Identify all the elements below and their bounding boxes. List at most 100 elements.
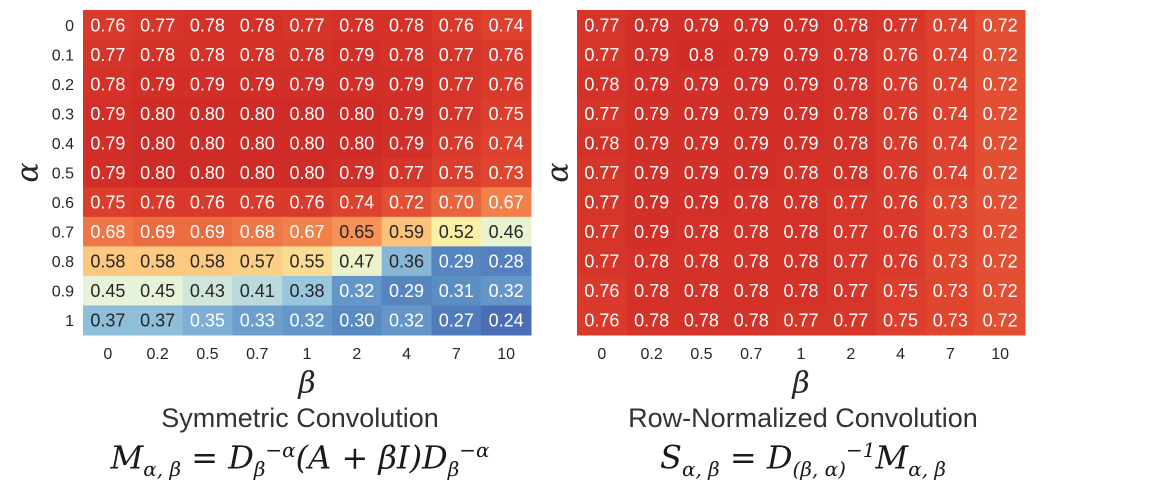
cell-label: 0.77 [389, 163, 424, 183]
x-tick-label: 0.7 [740, 346, 762, 363]
heatmap-cell [726, 98, 777, 129]
heatmap-row-normalized-convolution: 0.77 0.79 0.79 0.79 0.79 0.78 0.77 0.74 0.720.77… [541, 10, 1026, 401]
heatmap-cell [331, 128, 383, 159]
cell-label: 0.78 [783, 252, 818, 272]
cell-label: 0.29 [439, 252, 474, 272]
cell-label: 0.78 [684, 252, 719, 272]
heatmap-cell [182, 39, 233, 70]
heatmap-cell [626, 216, 678, 247]
heatmap-cell [925, 187, 976, 218]
cell-label: 0.79 [634, 45, 669, 65]
cell-label: 0.76 [90, 15, 125, 35]
y-tick-label: 0.2 [52, 77, 74, 94]
heatmap-cell [726, 187, 777, 218]
heatmap-cell [925, 157, 976, 188]
x-tick-label: 0.2 [147, 346, 169, 363]
cell-label: 0.78 [240, 45, 275, 65]
heatmap-cell [431, 275, 482, 306]
x-tick-label: 0.5 [690, 346, 712, 363]
heatmap-cell [182, 10, 233, 41]
heatmap-cell [776, 69, 827, 100]
heatmap-cell [676, 10, 727, 41]
cell-label: 0.72 [983, 311, 1018, 331]
cell-label: 0.79 [634, 15, 669, 35]
formula-symmetric: Mα, β = Dβ−α(A + βI)Dβ−α [110, 438, 490, 482]
y-tick-label: 0.4 [52, 136, 74, 153]
heatmap-cell [825, 39, 877, 70]
cell-label: 0.79 [684, 104, 719, 124]
cell-label: 0.76 [883, 133, 918, 153]
heatmap-cell [481, 305, 532, 336]
cell-label: 0.78 [389, 45, 424, 65]
cell-label: 0.52 [439, 222, 474, 242]
heatmap-cell [577, 305, 628, 336]
cell-label: 0.45 [140, 281, 175, 301]
heatmap-cell [132, 305, 184, 336]
y-tick-label: 0.7 [52, 225, 74, 242]
heatmap-cell [83, 275, 134, 306]
cell-label: 0.79 [634, 222, 669, 242]
heatmap-cell [132, 216, 184, 247]
heatmap-cell [331, 69, 383, 100]
heatmap-cell [381, 275, 432, 306]
heatmap-cell [182, 157, 233, 188]
cell-label: 0.55 [289, 252, 324, 272]
cell-label: 0.78 [833, 15, 868, 35]
x-axis-label: β [297, 366, 315, 401]
cell-label: 0.47 [339, 252, 374, 272]
cell-label: 0.73 [933, 252, 968, 272]
cell-label: 0.65 [339, 222, 374, 242]
cell-label: 0.80 [140, 133, 175, 153]
cell-label: 0.79 [140, 74, 175, 94]
heatmap-cell [232, 128, 283, 159]
cell-label: 0.8 [689, 45, 714, 65]
heatmap-cell [282, 305, 333, 336]
heatmap-cell [825, 69, 877, 100]
heatmap-cell [776, 305, 827, 336]
cell-label: 0.78 [684, 222, 719, 242]
x-tick-label: 1 [303, 346, 312, 363]
cell-label: 0.79 [684, 133, 719, 153]
heatmap-cell [431, 10, 482, 41]
cell-label: 0.73 [933, 222, 968, 242]
heatmap-cell [481, 128, 532, 159]
cell-label: 0.45 [90, 281, 125, 301]
cell-label: 0.79 [289, 74, 324, 94]
heatmap-cell [975, 69, 1026, 100]
cell-label: 0.75 [439, 163, 474, 183]
cell-label: 0.79 [634, 163, 669, 183]
cell-label: 0.79 [339, 74, 374, 94]
cell-label: 0.79 [90, 163, 125, 183]
cell-label: 0.80 [289, 163, 324, 183]
cell-label: 0.76 [140, 193, 175, 213]
heatmap-cell [577, 98, 628, 129]
cell-label: 0.77 [833, 311, 868, 331]
heatmap-cell [431, 39, 482, 70]
cell-label: 0.77 [584, 222, 619, 242]
cell-label: 0.77 [883, 15, 918, 35]
cell-label: 0.79 [783, 45, 818, 65]
heatmap-cell [381, 216, 432, 247]
heatmap-cell [626, 128, 678, 159]
heatmap-cell [232, 216, 283, 247]
cell-label: 0.80 [140, 104, 175, 124]
heatmap-cell [282, 157, 333, 188]
cell-label: 0.78 [783, 281, 818, 301]
cell-label: 0.76 [289, 193, 324, 213]
cell-label: 0.80 [240, 104, 275, 124]
cell-label: 0.78 [90, 74, 125, 94]
cell-label: 0.80 [289, 104, 324, 124]
cell-label: 0.79 [389, 74, 424, 94]
heatmap-cell [676, 275, 727, 306]
cell-label: 0.73 [489, 163, 524, 183]
heatmap-cell [577, 275, 628, 306]
heatmap-cell [83, 39, 134, 70]
heatmap-cell [481, 246, 532, 277]
heatmap-cell [232, 187, 283, 218]
cell-label: 0.79 [389, 104, 424, 124]
cell-label: 0.78 [783, 163, 818, 183]
cell-label: 0.77 [584, 15, 619, 35]
heatmap-cell [331, 216, 383, 247]
heatmap-cell [626, 187, 678, 218]
heatmap-cell [726, 10, 777, 41]
